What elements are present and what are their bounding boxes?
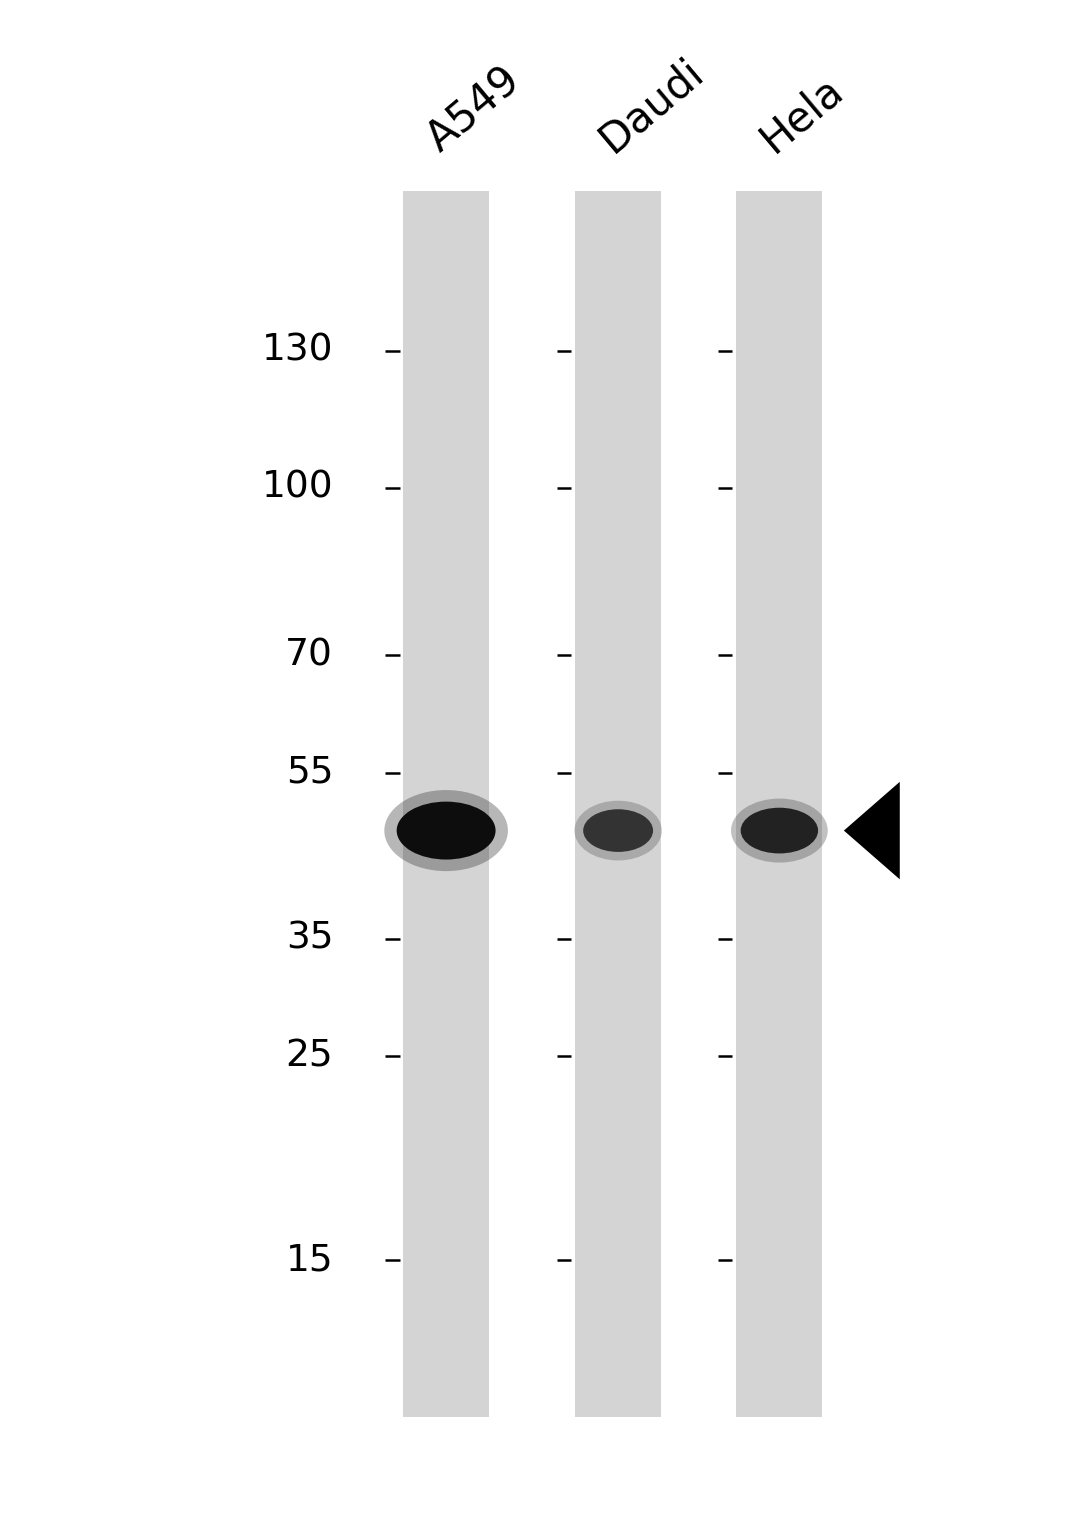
Text: 35: 35 (286, 920, 333, 957)
Bar (403, 190, 489, 1417)
Text: 15: 15 (286, 1242, 333, 1279)
Polygon shape (844, 782, 900, 879)
Text: Daudi: Daudi (591, 49, 712, 160)
Text: 25: 25 (286, 1038, 333, 1074)
Bar (736, 190, 822, 1417)
Bar (575, 190, 661, 1417)
Text: A549: A549 (419, 58, 529, 160)
Ellipse shape (397, 802, 496, 860)
Text: 100: 100 (261, 469, 333, 506)
Ellipse shape (583, 809, 654, 852)
Ellipse shape (385, 789, 508, 872)
Text: 70: 70 (285, 637, 333, 674)
Ellipse shape (731, 799, 828, 863)
Text: Hela: Hela (752, 67, 851, 160)
Text: 55: 55 (286, 754, 333, 791)
Text: 130: 130 (261, 332, 333, 369)
Ellipse shape (741, 808, 818, 853)
Ellipse shape (574, 800, 662, 861)
